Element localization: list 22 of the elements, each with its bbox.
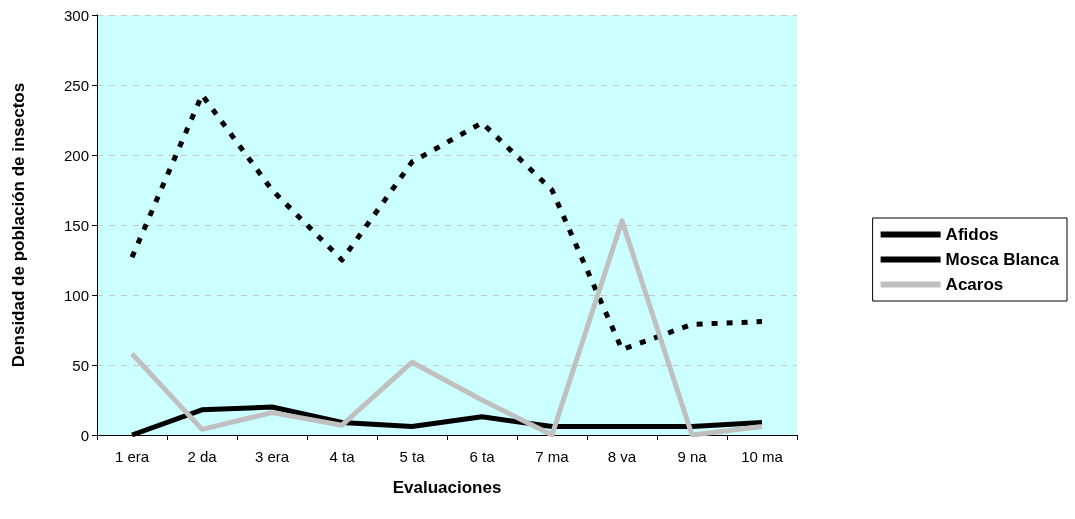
- legend-label: Afidos: [945, 225, 999, 244]
- y-axis-title: Densidad de población de insectos: [9, 82, 28, 368]
- x-tick-label: 8 va: [607, 448, 637, 465]
- legend-label: Acaros: [945, 275, 1004, 294]
- y-tick-label: 100: [63, 286, 89, 304]
- x-tick-label: 1 era: [114, 448, 150, 465]
- y-tick-label: 50: [72, 356, 89, 374]
- y-tick-label: 200: [63, 146, 89, 164]
- x-tick-label: 2 da: [187, 448, 218, 465]
- x-tick-label: 4 ta: [329, 448, 356, 465]
- legend-label: Mosca Blanca: [945, 250, 1060, 269]
- y-tick-label: 300: [63, 6, 89, 24]
- x-tick-label: 9 na: [677, 448, 708, 465]
- y-tick-label: 150: [63, 216, 89, 234]
- x-tick-label: 3 era: [254, 448, 290, 465]
- x-axis-title: Evaluaciones: [392, 478, 502, 497]
- y-tick-label: 0: [80, 426, 89, 444]
- x-tick-label: 10 ma: [741, 448, 784, 465]
- y-tick-label: 250: [63, 76, 89, 94]
- x-tick-label: 7 ma: [535, 448, 570, 465]
- x-tick-label: 6 ta: [469, 448, 496, 465]
- x-tick-label: 5 ta: [399, 448, 426, 465]
